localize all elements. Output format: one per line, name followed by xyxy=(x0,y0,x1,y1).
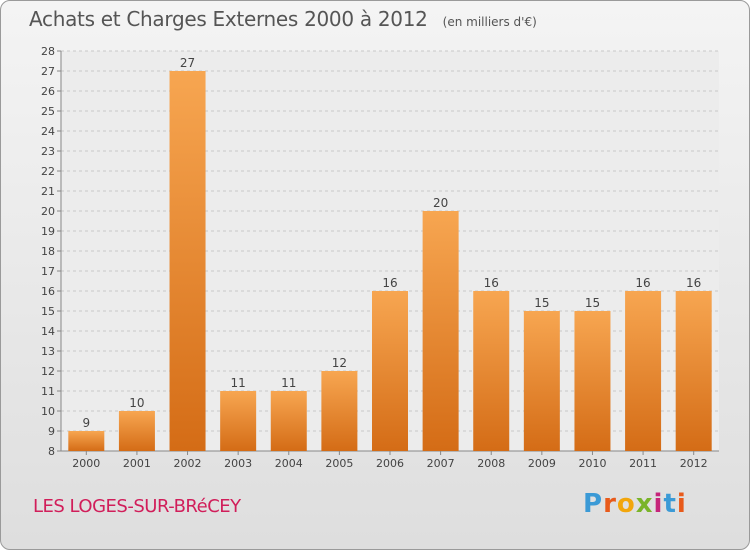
bar-value-label: 12 xyxy=(332,356,347,370)
logo-letter: i xyxy=(653,489,664,519)
bar xyxy=(270,391,307,451)
logo-letter: i xyxy=(676,489,687,519)
bar-value-label: 16 xyxy=(686,276,701,290)
y-tick-label: 19 xyxy=(41,225,55,238)
bar-value-label: 10 xyxy=(129,396,144,410)
x-tick-label: 2003 xyxy=(224,457,252,470)
x-tick-label: 2012 xyxy=(680,457,708,470)
y-tick-label: 23 xyxy=(41,145,55,158)
y-tick-label: 18 xyxy=(41,245,55,258)
bar xyxy=(675,291,712,451)
x-tick-label: 2004 xyxy=(275,457,303,470)
bar xyxy=(169,71,206,451)
y-tick-label: 26 xyxy=(41,85,55,98)
bar xyxy=(625,291,662,451)
x-tick-label: 2000 xyxy=(72,457,100,470)
logo-letter: o xyxy=(616,489,636,519)
x-tick-label: 2009 xyxy=(528,457,556,470)
y-tick-label: 10 xyxy=(41,405,55,418)
bar xyxy=(372,291,408,451)
y-tick-label: 15 xyxy=(41,305,55,318)
bar-value-label: 9 xyxy=(82,416,90,430)
logo-letter: P xyxy=(583,489,604,519)
x-tick-label: 2008 xyxy=(477,457,505,470)
proxiti-logo[interactable]: Proxiti xyxy=(583,489,687,519)
x-tick-label: 2011 xyxy=(629,457,657,470)
bar-value-label: 16 xyxy=(382,276,397,290)
y-tick-label: 24 xyxy=(41,125,55,138)
bar-value-label: 27 xyxy=(180,56,195,70)
logo-letter: x xyxy=(635,489,654,519)
bar xyxy=(68,431,105,451)
y-tick-label: 17 xyxy=(41,265,55,278)
x-tick-label: 2007 xyxy=(427,457,455,470)
y-tick-label: 27 xyxy=(41,65,55,78)
y-tick-label: 9 xyxy=(48,425,55,438)
y-tick-label: 8 xyxy=(48,445,55,458)
bar xyxy=(422,211,459,451)
x-tick-label: 2005 xyxy=(325,457,353,470)
bar-value-label: 16 xyxy=(484,276,499,290)
x-tick-label: 2002 xyxy=(174,457,202,470)
bar xyxy=(574,311,611,451)
y-tick-label: 25 xyxy=(41,105,55,118)
y-tick-label: 21 xyxy=(41,185,55,198)
bar xyxy=(473,291,510,451)
y-tick-label: 11 xyxy=(41,385,55,398)
commune-name: LES LOGES-SUR-BRéCEY xyxy=(33,496,241,517)
bar xyxy=(220,391,257,451)
bar-value-label: 11 xyxy=(231,376,246,390)
y-tick-label: 20 xyxy=(41,205,55,218)
x-tick-label: 2001 xyxy=(123,457,151,470)
logo-letter: r xyxy=(603,489,617,519)
y-tick-label: 13 xyxy=(41,345,55,358)
bar-value-label: 20 xyxy=(433,196,448,210)
x-tick-label: 2010 xyxy=(578,457,606,470)
chart-title: Achats et Charges Externes 2000 à 2012 xyxy=(29,7,428,31)
y-tick-label: 14 xyxy=(41,325,55,338)
y-tick-label: 22 xyxy=(41,165,55,178)
y-tick-label: 16 xyxy=(41,285,55,298)
y-tick-label: 12 xyxy=(41,365,55,378)
chart-subtitle: (en milliers d'€) xyxy=(442,15,537,29)
bar xyxy=(523,311,560,451)
bar-value-label: 16 xyxy=(635,276,650,290)
bar xyxy=(118,411,155,451)
bar-value-label: 15 xyxy=(534,296,549,310)
bar-value-label: 11 xyxy=(281,376,296,390)
y-tick-label: 28 xyxy=(41,45,55,58)
bar-value-label: 15 xyxy=(585,296,600,310)
logo-letter: t xyxy=(663,489,677,519)
x-tick-label: 2006 xyxy=(376,457,404,470)
chart-header: Achats et Charges Externes 2000 à 2012 (… xyxy=(29,7,537,31)
bar xyxy=(321,371,358,451)
